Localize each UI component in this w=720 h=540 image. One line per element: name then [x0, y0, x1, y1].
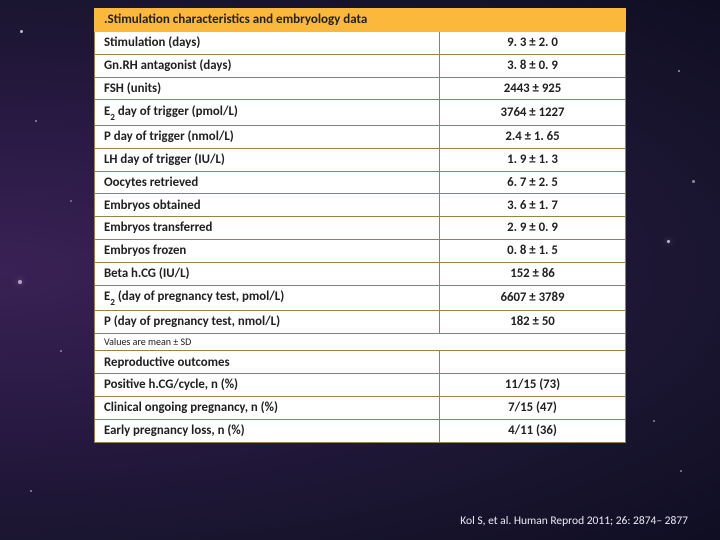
- table-label: Embryos frozen: [95, 239, 440, 262]
- table-label: Embryos obtained: [95, 194, 440, 217]
- table-value: 0. 8 ± 1. 5: [440, 239, 626, 262]
- table-value: 11/15 (73): [440, 374, 626, 397]
- table-label: Gn.RH antagonist (days): [95, 54, 440, 77]
- table-label: Beta h.CG (IU/L): [95, 262, 440, 285]
- table-value: 3. 6 ± 1. 7: [440, 194, 626, 217]
- table-label: E2 day of trigger (pmol/L): [95, 100, 440, 126]
- table-label: Early pregnancy loss, n (%): [95, 419, 440, 442]
- table-value: 3. 8 ± 0. 9: [440, 54, 626, 77]
- table-label: P (day of pregnancy test, nmol/L): [95, 311, 440, 334]
- table-value: 2. 9 ± 0. 9: [440, 217, 626, 240]
- table-label: LH day of trigger (IU/L): [95, 148, 440, 171]
- table-label: Values are mean ± SD: [95, 333, 626, 351]
- table-value: 4/11 (36): [440, 419, 626, 442]
- table-value: 7/15 (47): [440, 397, 626, 420]
- table-value: 2443 ± 925: [440, 77, 626, 100]
- table-value: 3764 ± 1227: [440, 100, 626, 126]
- table-value: 152 ± 86: [440, 262, 626, 285]
- table-label: Embryos transferred: [95, 217, 440, 240]
- table-label: Positive h.CG/cycle, n (%): [95, 374, 440, 397]
- table-value: [440, 351, 626, 374]
- table-value: 9. 3 ± 2. 0: [440, 32, 626, 55]
- table-label: Stimulation (days): [95, 32, 440, 55]
- table-label: Oocytes retrieved: [95, 171, 440, 194]
- table-value: 2.4 ± 1. 65: [440, 126, 626, 149]
- citation-text: Kol S, et al. Human Reprod 2011; 26: 287…: [460, 514, 688, 528]
- table-value: 6607 ± 3789: [440, 285, 626, 311]
- table-label: FSH (units): [95, 77, 440, 100]
- table-value: 182 ± 50: [440, 311, 626, 334]
- table-label: .Stimulation characteristics and embryol…: [95, 9, 626, 32]
- table-body: .Stimulation characteristics and embryol…: [95, 9, 626, 443]
- table-value: 6. 7 ± 2. 5: [440, 171, 626, 194]
- table-label: Clinical ongoing pregnancy, n (%): [95, 397, 440, 420]
- table-label: P day of trigger (nmol/L): [95, 126, 440, 149]
- table-label: E2 (day of pregnancy test, pmol/L): [95, 285, 440, 311]
- table-label: Reproductive outcomes: [95, 351, 440, 374]
- data-table: .Stimulation characteristics and embryol…: [94, 8, 626, 443]
- table-value: 1. 9 ± 1. 3: [440, 148, 626, 171]
